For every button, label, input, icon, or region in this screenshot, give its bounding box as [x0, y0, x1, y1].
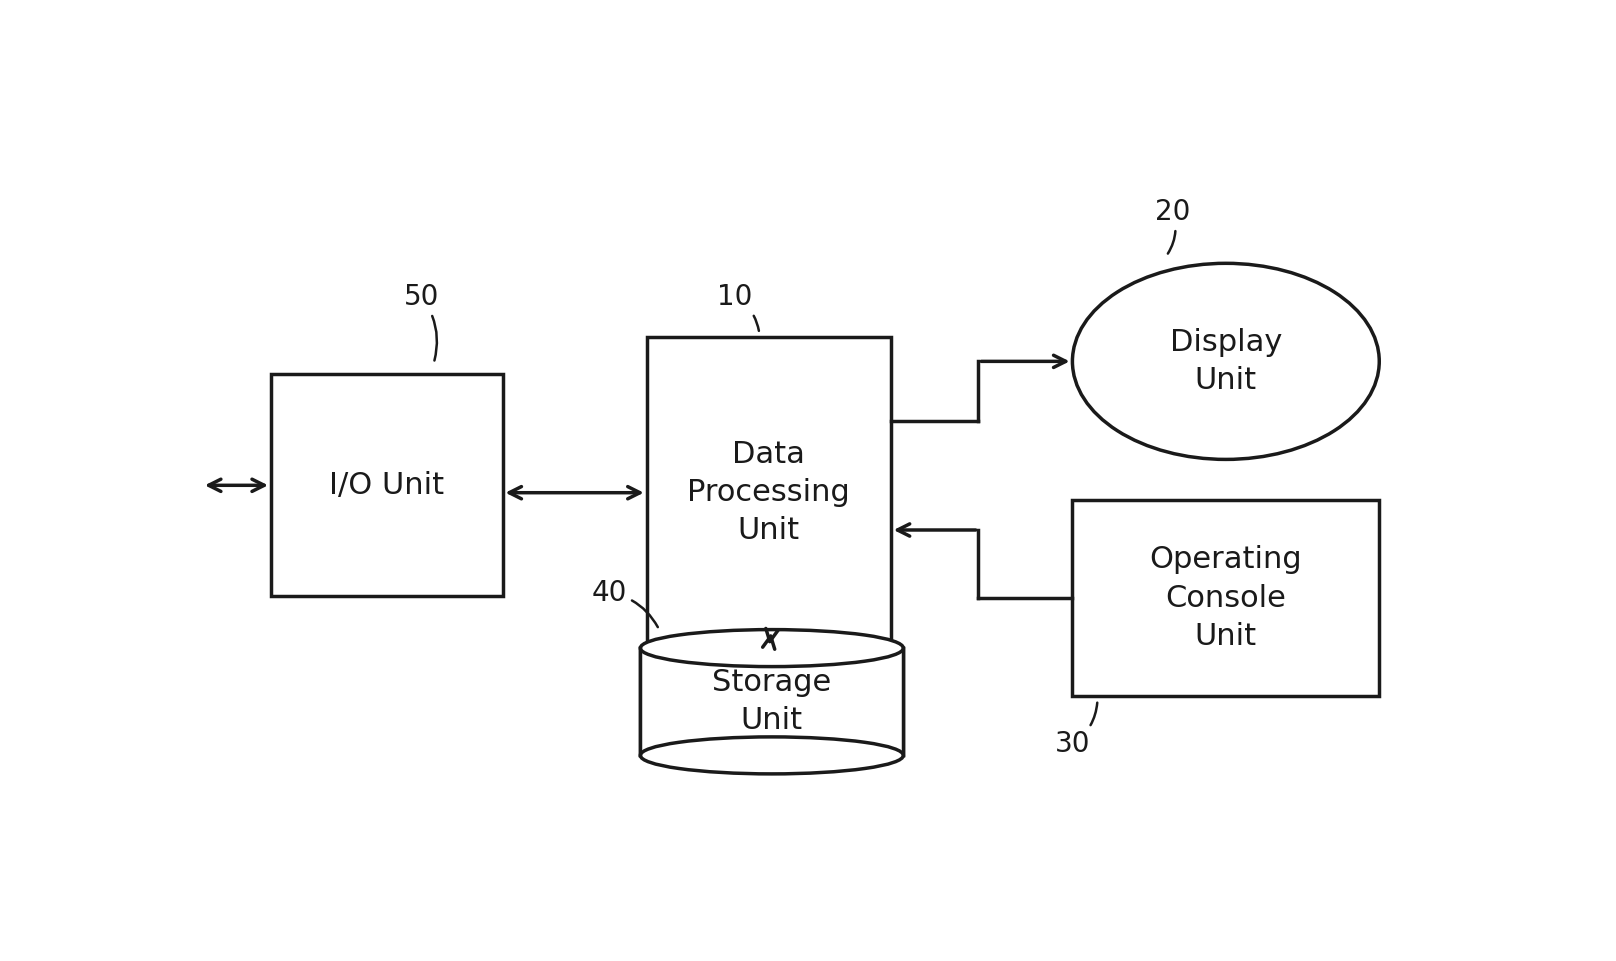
- Bar: [646, 337, 890, 648]
- Text: I/O Unit: I/O Unit: [330, 471, 444, 500]
- Text: Data
Processing
Unit: Data Processing Unit: [687, 440, 850, 546]
- Text: Operating
Console
Unit: Operating Console Unit: [1149, 546, 1302, 651]
- Bar: [640, 648, 903, 755]
- Text: 50: 50: [404, 283, 440, 360]
- Text: 10: 10: [716, 283, 760, 331]
- Bar: [271, 375, 503, 596]
- Text: Storage
Unit: Storage Unit: [713, 668, 832, 735]
- Text: 20: 20: [1155, 198, 1191, 254]
- Ellipse shape: [640, 629, 903, 667]
- Text: Display
Unit: Display Unit: [1170, 328, 1281, 395]
- Text: 30: 30: [1055, 702, 1097, 758]
- Text: 40: 40: [591, 579, 658, 628]
- Bar: [1073, 500, 1380, 696]
- Ellipse shape: [640, 737, 903, 774]
- Ellipse shape: [1073, 263, 1380, 459]
